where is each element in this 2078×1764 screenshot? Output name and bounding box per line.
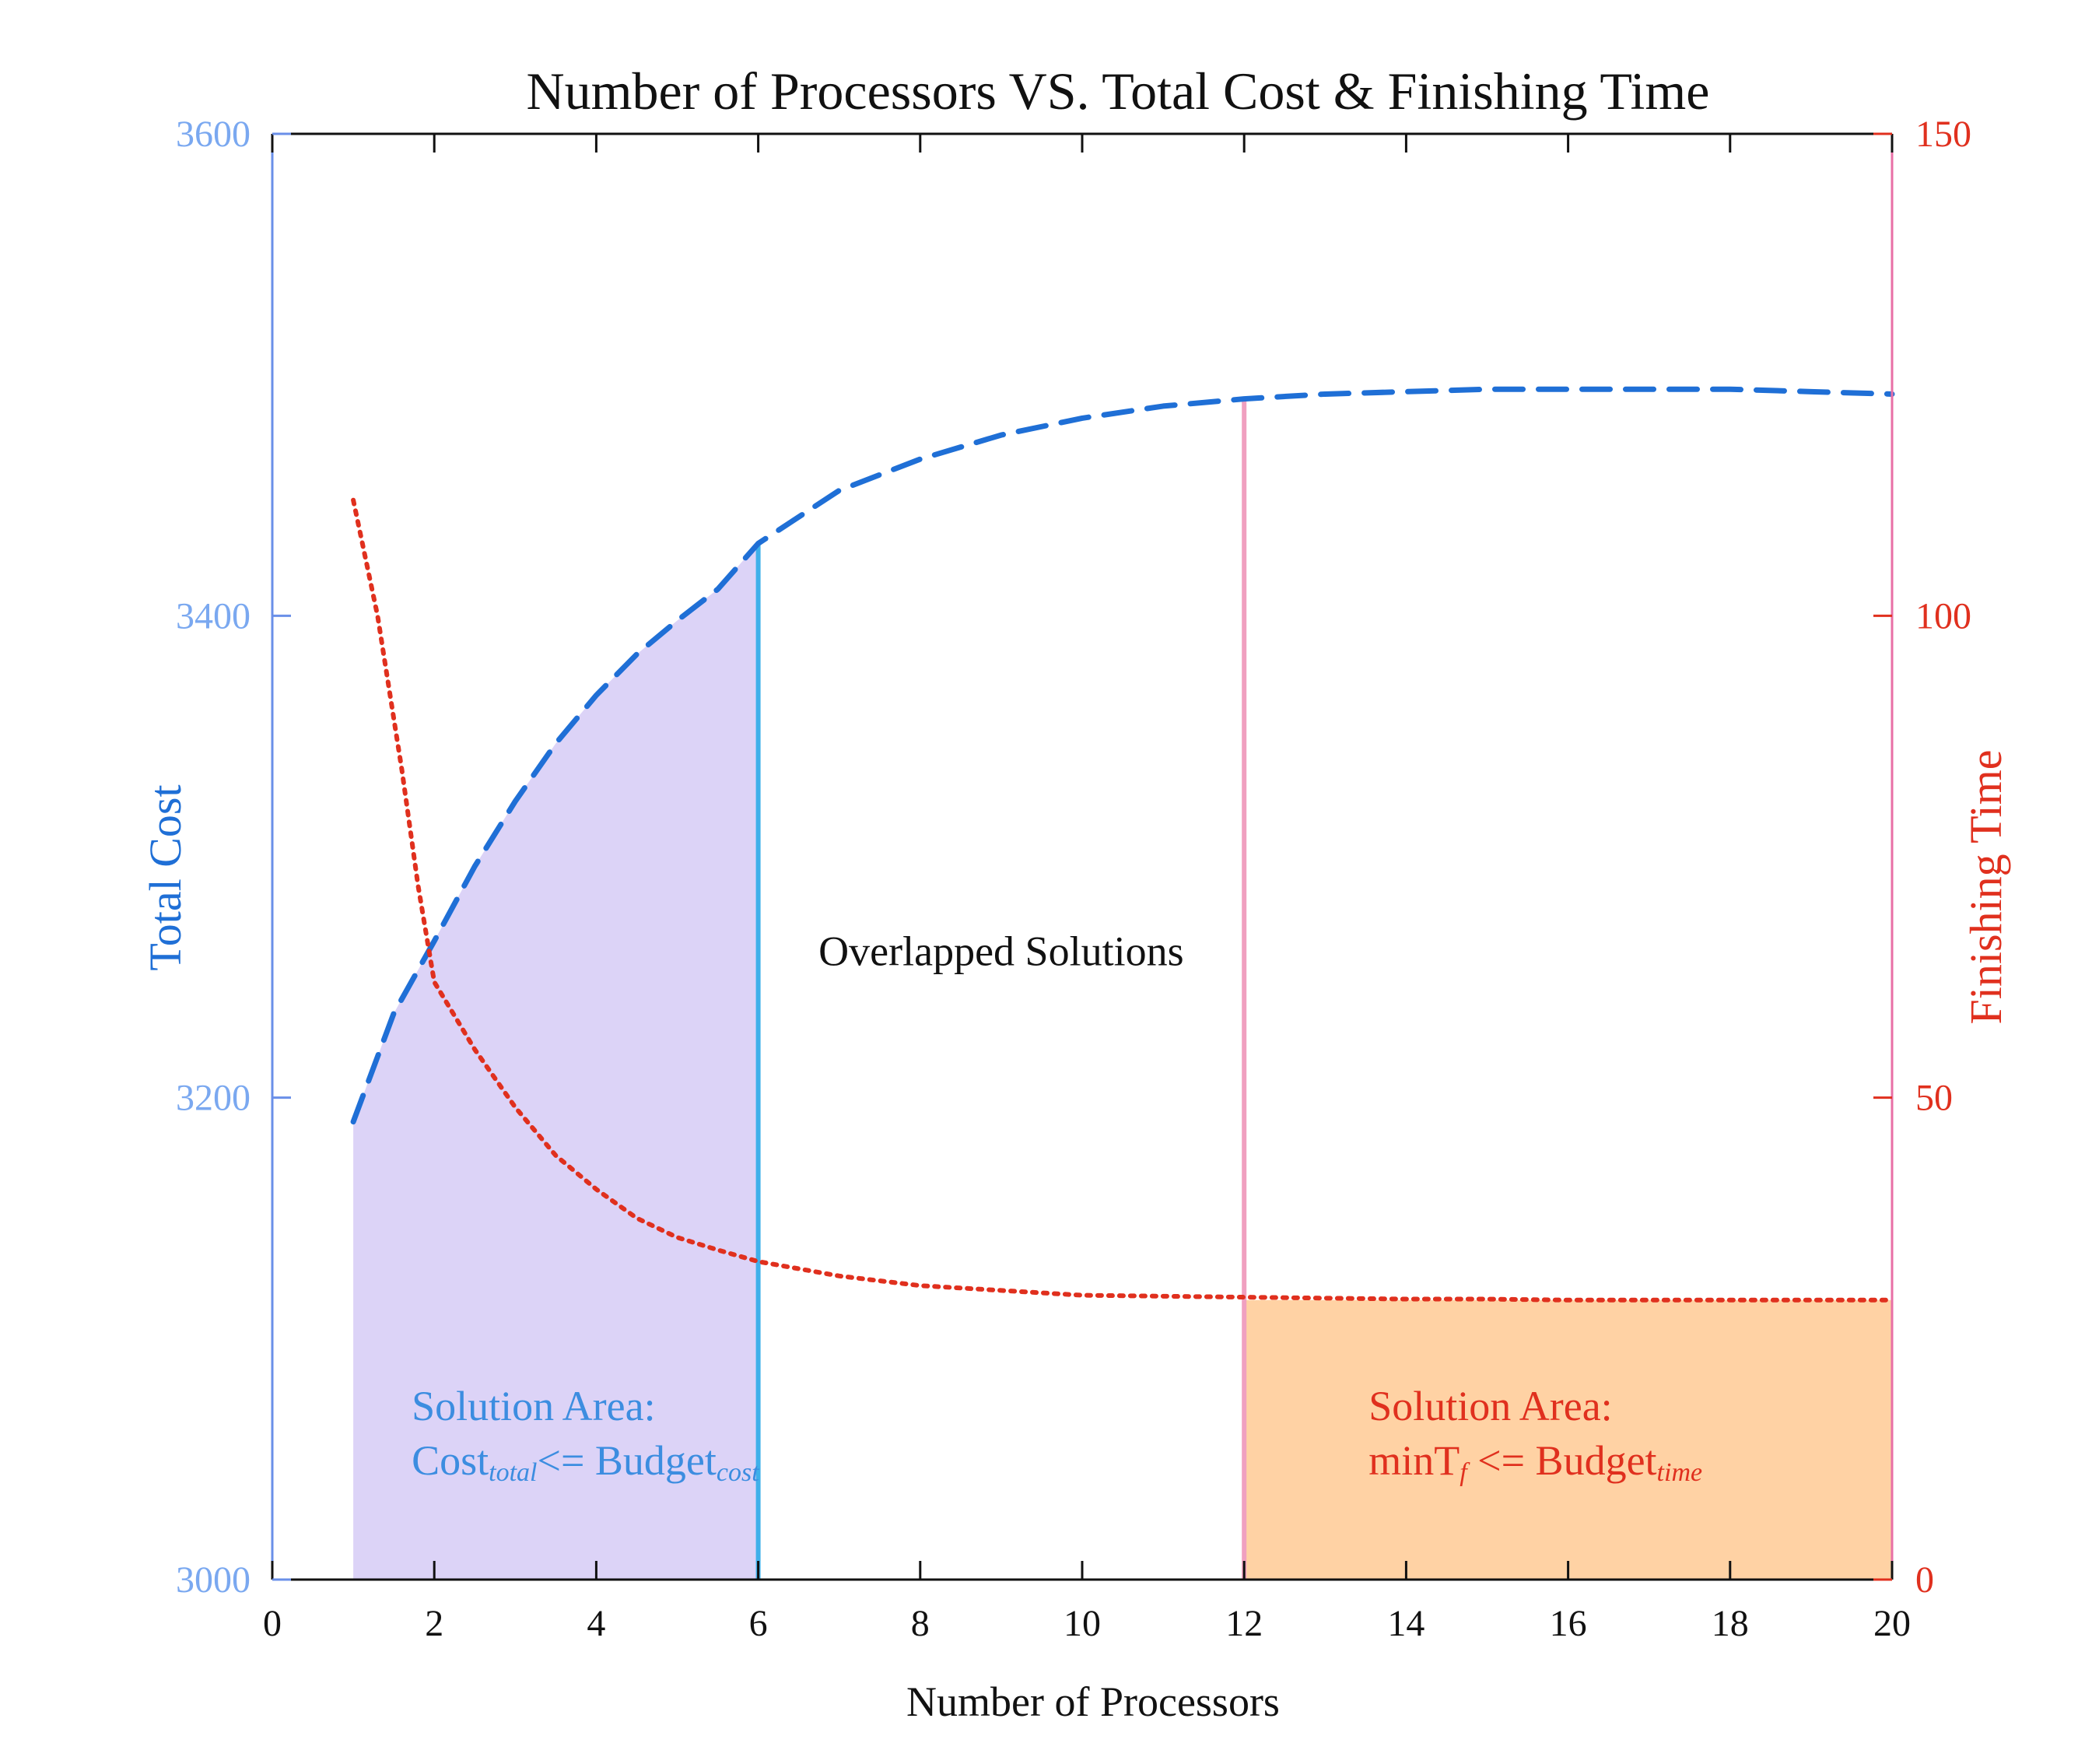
region-cost-main: Cost <box>412 1437 489 1484</box>
series-line-total-cost <box>350 386 1895 1125</box>
solution-region-time <box>1244 1299 1892 1580</box>
region-time-line2: minTf <= Budgettime <box>1368 1437 1702 1487</box>
region-time-main: minT <box>1368 1437 1460 1484</box>
threshold-lines <box>755 398 1247 1580</box>
x-tick-label-3: 6 <box>749 1603 768 1644</box>
region-cost-line1: Solution Area: <box>412 1383 655 1429</box>
region-cost-line2: Costtotal<= Budgetcost <box>412 1437 760 1487</box>
region-cost-sub2: cost <box>717 1458 760 1487</box>
x-tick-label-5: 10 <box>1064 1603 1101 1644</box>
x-tick-label-10: 20 <box>1873 1603 1911 1644</box>
chart-title: Number of Processors VS. Total Cost & Fi… <box>526 61 1709 121</box>
x-tick-label-6: 12 <box>1225 1603 1263 1644</box>
y-right-tick-label-0: 0 <box>1915 1559 1934 1601</box>
region-cost-op: <= Budget <box>537 1437 716 1484</box>
y-left-tick-label-1: 3200 <box>176 1078 251 1119</box>
region-label-time: Solution Area: minTf <= Budgettime <box>1368 1383 1702 1487</box>
region-time-sub2: time <box>1657 1458 1703 1487</box>
y-right-tick-label-2: 100 <box>1915 595 1971 637</box>
y-axis-label-left: Total Cost <box>140 784 191 970</box>
tick-marks: 0 2 4 6 8 10 12 14 16 18 20 3000 3200 3400 3600 0 50 100 1… <box>176 114 1971 1644</box>
y-right-tick-label-3: 150 <box>1915 114 1971 155</box>
x-tick-label-4: 8 <box>911 1603 930 1644</box>
series-lines <box>350 386 1895 1303</box>
solution-region-cost <box>353 543 759 1580</box>
region-label-cost: Solution Area: Costtotal<= Budgetcost <box>412 1383 760 1487</box>
solution-regions <box>353 543 1892 1580</box>
y-axis-label-right: Finishing Time <box>1961 750 2011 1025</box>
x-tick-label-1: 2 <box>425 1603 443 1644</box>
region-time-op: <= Budget <box>1467 1437 1657 1484</box>
x-tick-label-2: 4 <box>587 1603 605 1644</box>
x-tick-label-8: 16 <box>1550 1603 1587 1644</box>
x-axis-label: Number of Processors <box>906 1678 1280 1725</box>
y-right-tick-label-1: 50 <box>1915 1078 1953 1119</box>
y-left-tick-label-2: 3400 <box>176 595 251 637</box>
x-tick-label-9: 18 <box>1712 1603 1749 1644</box>
y-left-tick-label-0: 3000 <box>176 1559 251 1601</box>
series-line-finishing-time <box>351 497 1894 1303</box>
annotation-overlapped-solutions: Overlapped Solutions <box>818 928 1183 974</box>
region-time-line1: Solution Area: <box>1368 1383 1612 1429</box>
x-tick-label-0: 0 <box>263 1603 282 1644</box>
y-left-tick-label-3: 3600 <box>176 114 251 155</box>
x-tick-label-7: 14 <box>1387 1603 1424 1644</box>
region-cost-sub: total <box>489 1458 537 1487</box>
